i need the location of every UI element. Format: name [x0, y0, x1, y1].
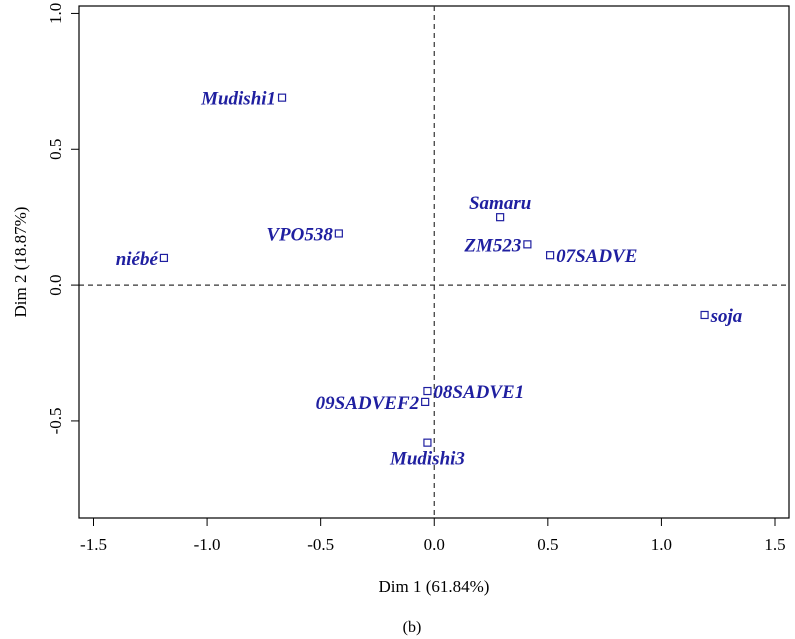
data-point [334, 229, 343, 238]
y-axis: -0.5 0.0 0.5 1.0 [46, 3, 80, 434]
y-axis-label: Dim 2 (18.87%) [11, 207, 30, 318]
data-point [700, 310, 709, 320]
data-point [546, 251, 555, 260]
x-tick-label: -1.0 [194, 535, 221, 554]
data-point-label: niébé [116, 249, 159, 270]
data-point-label: Mudishi3 [389, 449, 465, 470]
data-point-label: Mudishi1 [200, 89, 276, 110]
data-point-label: soja [710, 306, 743, 327]
data-point [159, 253, 169, 263]
data-point-label: 07SADVE [556, 246, 637, 267]
data-point [496, 213, 505, 222]
x-axis: -1.5 -1.0 -0.5 0.0 0.5 1.0 1.5 [80, 517, 786, 554]
data-point [421, 397, 430, 407]
data-point-label: 08SADVE1 [433, 382, 524, 403]
y-tick-label: 1.0 [46, 3, 65, 24]
x-tick-label: 0.0 [424, 535, 445, 554]
data-point-label: 09SADVEF2 [316, 393, 420, 414]
figure-caption: (b) [403, 619, 422, 636]
x-tick-label: 1.5 [764, 535, 785, 554]
x-tick-label: 0.5 [537, 535, 558, 554]
x-tick-label: -1.5 [80, 535, 107, 554]
data-point [523, 240, 532, 249]
data-point-label: ZM523 [463, 235, 521, 256]
y-tick-label: 0.0 [46, 274, 65, 295]
y-tick-label: -0.5 [46, 407, 65, 434]
data-points: Mudishi1 VPO538 niébé Samaru ZM523 07SADVE soj… [116, 89, 743, 470]
reference-lines [79, 6, 789, 518]
x-axis-label: Dim 1 (61.84%) [379, 577, 490, 596]
x-tick-label: -0.5 [307, 535, 334, 554]
data-point-label: VPO538 [266, 224, 333, 245]
data-point-label: Samaru [469, 193, 531, 214]
data-point [423, 386, 432, 396]
data-point [423, 438, 432, 447]
y-tick-label: 0.5 [46, 139, 65, 160]
data-point [277, 93, 287, 102]
x-tick-label: 1.0 [651, 535, 672, 554]
